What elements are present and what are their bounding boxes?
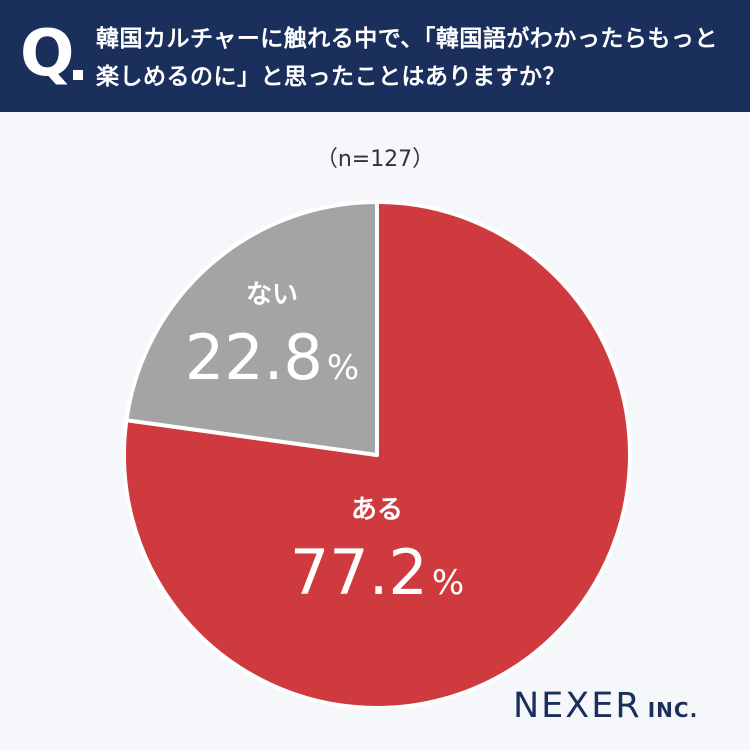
pie-label-category-0: ある xyxy=(351,495,403,525)
question-text: 韓国カルチャーに触れる中で、「韓国語がわかったらもっと楽しめるのに」と思ったこと… xyxy=(96,26,718,90)
logo-suffix: INC. xyxy=(647,698,699,722)
nexer-logo: NEXER INC. xyxy=(513,686,698,726)
sample-size-label: （n=127） xyxy=(315,147,435,172)
pie-label-value-0: 77.2% xyxy=(290,536,464,609)
logo-name: NEXER xyxy=(513,686,642,726)
pie-label-category-1: ない xyxy=(246,280,298,310)
pie-slice-nai xyxy=(124,200,379,457)
q-mark: Q xyxy=(20,17,75,91)
pie-label-value-1: 22.8% xyxy=(185,321,359,394)
pie-labels: ある 77.2 % ない 22.8% xyxy=(185,280,464,609)
q-dot-icon xyxy=(73,70,83,80)
pie-slices xyxy=(122,200,632,710)
question-banner: Q 韓国カルチャーに触れる中で、「韓国語がわかったらもっと楽しめるのに」と思った… xyxy=(0,0,750,112)
